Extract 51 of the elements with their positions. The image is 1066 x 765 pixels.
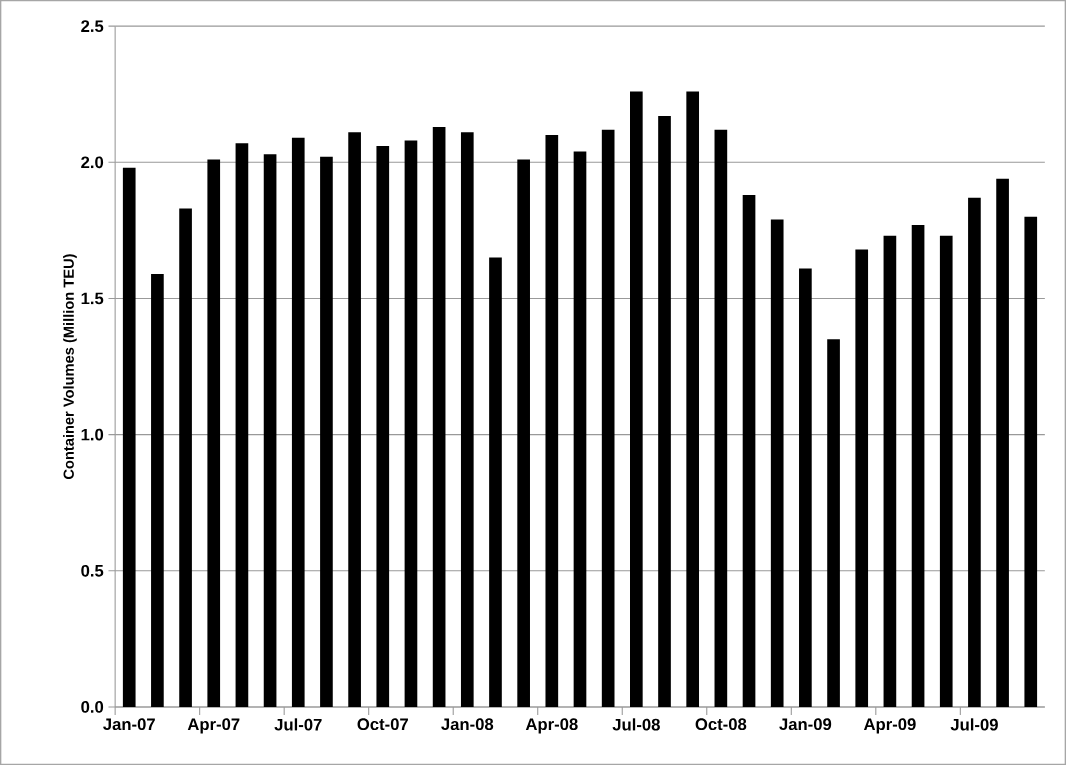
bar xyxy=(320,156,333,707)
bar xyxy=(263,154,277,707)
bar xyxy=(235,143,249,707)
bar xyxy=(911,224,925,707)
bar xyxy=(179,208,192,707)
y-tick-label: 0.0 xyxy=(81,701,104,713)
bar xyxy=(545,135,559,707)
x-tick-label: Jan-09 xyxy=(779,718,832,731)
bar xyxy=(601,129,615,707)
bar xyxy=(996,178,1009,707)
x-tick-label: Jan-08 xyxy=(441,718,494,731)
bar xyxy=(291,137,305,707)
bar xyxy=(460,132,474,707)
bar xyxy=(151,273,164,707)
bar xyxy=(122,167,136,707)
x-tick-label: Jul-08 xyxy=(612,718,660,731)
x-tick-label: Jul-07 xyxy=(274,718,322,731)
y-tick-label: 2.0 xyxy=(81,156,104,169)
bar xyxy=(742,194,756,707)
bar xyxy=(855,249,869,707)
y-tick-label: 0.5 xyxy=(81,564,104,577)
bar xyxy=(432,126,446,707)
x-tick-label: Jan-07 xyxy=(103,718,155,731)
bar xyxy=(207,159,221,707)
x-tick-label: Oct-08 xyxy=(695,718,747,731)
bar xyxy=(517,159,530,707)
x-tick-label: Apr-09 xyxy=(863,718,916,734)
bar xyxy=(968,197,981,707)
y-axis-title: Container Volumes (Million TEU) xyxy=(63,254,77,479)
y-tick-label: 1.0 xyxy=(81,428,104,441)
bar xyxy=(939,235,953,707)
x-tick-label: Jul-09 xyxy=(950,718,998,731)
bar xyxy=(348,132,361,707)
bar xyxy=(404,140,418,707)
bar xyxy=(827,339,840,707)
bar xyxy=(686,91,700,707)
x-tick-label: Apr-08 xyxy=(525,718,578,734)
bar xyxy=(658,115,671,707)
y-tick-label: 1.5 xyxy=(81,292,104,305)
bar xyxy=(573,151,587,707)
bar xyxy=(376,145,390,707)
bar xyxy=(770,219,784,707)
bar xyxy=(489,257,502,707)
bar xyxy=(1024,216,1038,707)
bar xyxy=(799,268,812,707)
bar xyxy=(630,91,643,707)
bar xyxy=(883,235,897,707)
y-tick-label: 2.5 xyxy=(81,20,104,33)
x-tick-label: Apr-07 xyxy=(187,718,240,734)
x-tick-label: Oct-07 xyxy=(357,718,408,731)
bar xyxy=(714,129,728,707)
